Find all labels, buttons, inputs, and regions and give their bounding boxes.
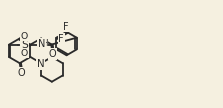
Text: F: F — [58, 34, 64, 44]
Text: F: F — [63, 22, 69, 32]
Text: O: O — [21, 32, 28, 41]
Text: N: N — [37, 59, 45, 69]
Text: H: H — [41, 40, 47, 48]
Text: N: N — [38, 39, 45, 49]
Text: O: O — [18, 68, 25, 78]
Text: O: O — [21, 49, 28, 58]
Text: O: O — [49, 49, 56, 59]
Text: S: S — [21, 40, 28, 50]
